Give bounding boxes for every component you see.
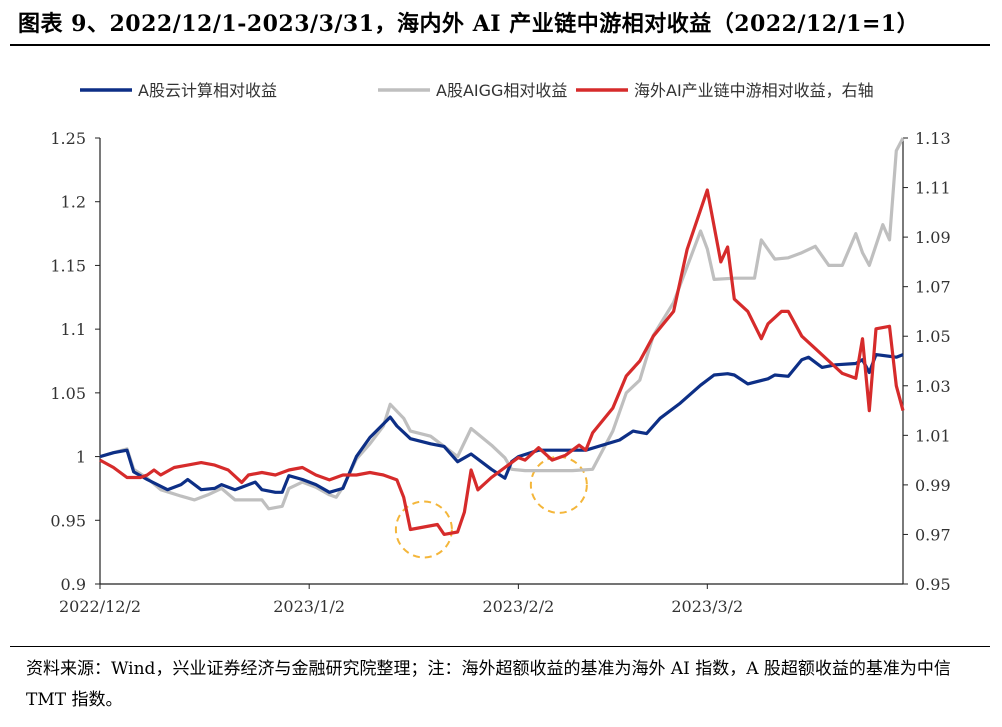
title-divider bbox=[10, 44, 990, 46]
highlight-annotations bbox=[394, 455, 588, 559]
footnote-divider bbox=[10, 646, 990, 647]
right-tick-label: 0.97 bbox=[915, 525, 951, 544]
right-tick-label: 0.99 bbox=[915, 476, 951, 495]
left-tick-label: 1 bbox=[76, 448, 86, 467]
highlight-circle bbox=[529, 455, 588, 514]
left-tick-label: 0.9 bbox=[61, 575, 86, 594]
chart-axes bbox=[95, 137, 908, 589]
right-tick-label: 1.11 bbox=[915, 179, 951, 198]
x-tick-label: 2022/12/2 bbox=[59, 597, 141, 616]
legend-label: A股AIGG相对收益 bbox=[436, 81, 567, 100]
x-tick-label: 2023/2/2 bbox=[482, 597, 554, 616]
series-line-1 bbox=[99, 353, 904, 494]
line-chart: A股云计算相对收益 A股AIGG相对收益 海外AI产业链中游相对收益，右轴 0.90… bbox=[50, 81, 950, 616]
chart-legend: A股云计算相对收益 A股AIGG相对收益 海外AI产业链中游相对收益，右轴 bbox=[80, 81, 874, 100]
right-tick-label: 1.13 bbox=[915, 129, 951, 148]
left-tick-label: 1.25 bbox=[50, 129, 86, 148]
x-tick-label: 2023/1/2 bbox=[273, 597, 345, 616]
legend-label: 海外AI产业链中游相对收益，右轴 bbox=[634, 81, 874, 100]
right-tick-label: 1.07 bbox=[915, 278, 951, 297]
right-tick-label: 1.01 bbox=[915, 426, 951, 445]
highlight-circle bbox=[394, 500, 453, 559]
chart-series bbox=[99, 137, 905, 536]
source-footnote: 资料来源：Wind，兴业证券经济与金融研究院整理；注：海外超额收益的基准为海外 … bbox=[26, 659, 951, 710]
left-tick-label: 1.15 bbox=[50, 256, 86, 275]
right-tick-label: 1.03 bbox=[915, 377, 951, 396]
chart-title: 图表 9、2022/12/1-2023/3/31，海内外 AI 产业链中游相对收… bbox=[18, 11, 920, 37]
right-tick-label: 1.09 bbox=[915, 228, 951, 247]
tick-labels: 0.9 0.95 1 1.05 1.1 1.15 1.2 1.25 0.95 0.97 0.99 1.… bbox=[50, 129, 950, 616]
x-tick-label: 2023/3/2 bbox=[671, 597, 743, 616]
series-line-3 bbox=[99, 188, 905, 536]
left-tick-label: 1.05 bbox=[50, 384, 86, 403]
right-tick-label: 1.05 bbox=[915, 327, 951, 346]
left-tick-label: 1.2 bbox=[61, 193, 86, 212]
left-tick-label: 1.1 bbox=[61, 320, 86, 339]
series-line-2 bbox=[99, 137, 905, 511]
legend-label: A股云计算相对收益 bbox=[138, 81, 277, 100]
right-tick-label: 0.95 bbox=[915, 575, 951, 594]
left-tick-label: 0.95 bbox=[50, 511, 86, 530]
